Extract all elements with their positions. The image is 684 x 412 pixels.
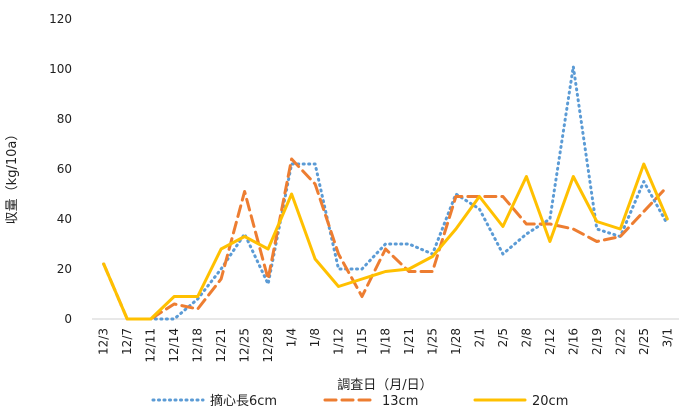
y-tick-label: 120 [49,12,72,26]
series-line-3 [102,162,669,321]
x-tick-label: 2/19 [590,328,604,355]
x-tick-label: 2/16 [566,328,580,355]
x-tick-label: 2/25 [637,328,651,355]
x-tick-label: 3/1 [660,328,674,347]
x-tick-label: 12/7 [120,328,134,355]
x-tick-label: 12/14 [167,328,181,363]
x-tick-label: 12/25 [238,328,252,363]
legend-label-3: 20cm [532,394,568,409]
y-tick-label: 100 [49,62,72,76]
x-tick-label: 2/12 [543,328,557,355]
legend-label-2: 13cm [382,394,418,409]
x-tick-label: 2/5 [496,328,510,347]
x-tick-label: 2/22 [613,328,627,355]
x-tick-label: 12/3 [97,328,111,355]
x-tick-label: 1/4 [285,328,299,347]
series-layer [102,65,669,321]
x-tick-label: 1/18 [379,328,393,355]
x-tick-label: 2/8 [519,328,533,347]
y-tick-label: 60 [57,162,72,176]
series-line-1 [102,65,669,321]
y-tick-label: 80 [57,112,72,126]
x-axis-title: 調査日（月/日） [337,378,432,393]
x-tick-label: 1/28 [449,328,463,355]
y-axis-title: 収量（kg/10a） [5,128,20,225]
legend-label-1: 摘心長6cm [210,393,277,409]
x-tick-label: 2/1 [472,328,486,347]
x-tick-label: 1/21 [402,328,416,355]
x-tick-label: 12/21 [214,328,228,363]
x-tick-label: 12/11 [144,328,158,363]
x-tick-label: 1/8 [308,328,322,347]
x-tick-label: 1/25 [425,328,439,355]
x-tick-label: 12/18 [191,328,205,363]
legend: 摘心長6cm 13cm 20cm [151,393,568,409]
x-tick-label: 1/12 [332,328,346,355]
x-tick-label: 1/15 [355,328,369,355]
series-line-2 [102,157,669,321]
y-tick-label: 40 [57,212,72,226]
y-tick-label: 20 [57,262,72,276]
y-tick-label: 0 [64,312,72,326]
x-axis-ticks: 12/3 12/7 12/11 12/14 12/18 12/21 12/25 12/28 1/… [97,328,675,363]
x-tick-label: 12/28 [261,328,275,363]
y-axis-ticks: 0 20 40 60 80 100 120 [49,12,72,326]
